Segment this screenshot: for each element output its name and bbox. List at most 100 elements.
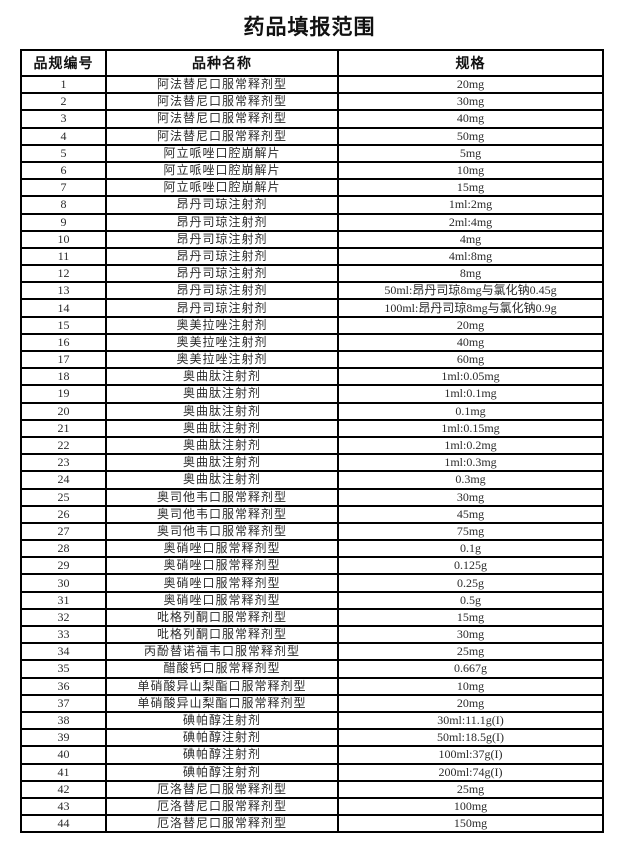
table-row: 36 单硝酸异山梨酯口服常释剂型 10mg xyxy=(20,676,604,696)
cell-specification: 45mg xyxy=(337,504,604,524)
cell-specification: 75mg xyxy=(337,521,604,542)
cell-spec-number: 44 xyxy=(20,814,107,834)
table-row: 18 奥曲肽注射剂 1ml:0.05mg xyxy=(20,367,604,387)
cell-specification: 0.3mg xyxy=(337,470,604,490)
table-row: 16 奥美拉唑注射剂 40mg xyxy=(20,332,604,353)
cell-variety-name: 阿法替尼口服常释剂型 xyxy=(105,92,339,112)
cell-variety-name: 奥曲肽注射剂 xyxy=(105,418,339,438)
cell-spec-number: 28 xyxy=(20,539,107,559)
table-body: 1 阿法替尼口服常释剂型 20mg 2 阿法替尼口服常释剂型 30mg 3 阿法替尼口服常释剂… xyxy=(20,74,604,834)
cell-spec-number: 31 xyxy=(20,590,107,610)
table-row: 4 阿法替尼口服常释剂型 50mg xyxy=(20,126,604,146)
cell-spec-number: 18 xyxy=(20,367,107,387)
table-row: 34 丙酚替诺福韦口服常释剂型 25mg xyxy=(20,642,604,662)
table-row: 9 昂丹司琼注射剂 2ml:4mg xyxy=(20,212,604,232)
cell-variety-name: 阿立哌唑口腔崩解片 xyxy=(105,160,339,181)
cell-variety-name: 单硝酸异山梨酯口服常释剂型 xyxy=(105,693,339,713)
table-row: 31 奥硝唑口服常释剂型 0.5g xyxy=(20,590,604,610)
cell-specification: 2ml:4mg xyxy=(337,212,604,232)
cell-specification: 50mg xyxy=(337,126,604,146)
table-row: 44 厄洛替尼口服常释剂型 150mg xyxy=(20,814,604,834)
table-row: 8 昂丹司琼注射剂 1ml:2mg xyxy=(20,195,604,215)
cell-specification: 200ml:74g(I) xyxy=(337,762,604,782)
cell-spec-number: 30 xyxy=(20,573,107,593)
cell-variety-name: 昂丹司琼注射剂 xyxy=(105,281,339,301)
cell-specification: 1ml:0.15mg xyxy=(337,418,604,438)
table-row: 32 吡格列酮口服常释剂型 15mg xyxy=(20,607,604,628)
cell-spec-number: 11 xyxy=(20,246,107,267)
cell-specification: 30mg xyxy=(337,92,604,112)
cell-specification: 15mg xyxy=(337,607,604,628)
cell-specification: 5mg xyxy=(337,143,604,163)
cell-spec-number: 22 xyxy=(20,435,107,456)
cell-spec-number: 3 xyxy=(20,109,107,129)
cell-spec-number: 43 xyxy=(20,796,107,817)
table-row: 28 奥硝唑口服常释剂型 0.1g xyxy=(20,539,604,559)
cell-spec-number: 38 xyxy=(20,710,107,731)
cell-spec-number: 8 xyxy=(20,195,107,215)
cell-variety-name: 阿法替尼口服常释剂型 xyxy=(105,109,339,129)
cell-specification: 40mg xyxy=(337,332,604,353)
cell-variety-name: 奥曲肽注射剂 xyxy=(105,470,339,490)
table-row: 26 奥司他韦口服常释剂型 45mg xyxy=(20,504,604,524)
cell-specification: 4mg xyxy=(337,229,604,249)
cell-specification: 0.1mg xyxy=(337,401,604,421)
cell-variety-name: 昂丹司琼注射剂 xyxy=(105,246,339,267)
cell-spec-number: 12 xyxy=(20,264,107,284)
cell-variety-name: 阿立哌唑口腔崩解片 xyxy=(105,143,339,163)
cell-spec-number: 23 xyxy=(20,453,107,473)
cell-variety-name: 碘帕醇注射剂 xyxy=(105,728,339,748)
cell-variety-name: 醋酸钙口服常释剂型 xyxy=(105,659,339,679)
table-row: 42 厄洛替尼口服常释剂型 25mg xyxy=(20,779,604,799)
cell-spec-number: 21 xyxy=(20,418,107,438)
cell-variety-name: 奥美拉唑注射剂 xyxy=(105,315,339,335)
cell-specification: 0.1g xyxy=(337,539,604,559)
cell-specification: 150mg xyxy=(337,814,604,834)
cell-specification: 15mg xyxy=(337,178,604,198)
cell-spec-number: 6 xyxy=(20,160,107,181)
cell-specification: 0.667g xyxy=(337,659,604,679)
cell-spec-number: 41 xyxy=(20,762,107,782)
table-row: 41 碘帕醇注射剂 200ml:74g(I) xyxy=(20,762,604,782)
cell-spec-number: 32 xyxy=(20,607,107,628)
column-header-variety-name: 品种名称 xyxy=(105,49,339,77)
cell-specification: 8mg xyxy=(337,264,604,284)
cell-spec-number: 24 xyxy=(20,470,107,490)
table-row: 12 昂丹司琼注射剂 8mg xyxy=(20,264,604,284)
cell-specification: 10mg xyxy=(337,160,604,181)
table-row: 2 阿法替尼口服常释剂型 30mg xyxy=(20,92,604,112)
table-row: 27 奥司他韦口服常释剂型 75mg xyxy=(20,521,604,542)
cell-variety-name: 吡格列酮口服常释剂型 xyxy=(105,624,339,645)
cell-specification: 100mg xyxy=(337,796,604,817)
cell-variety-name: 阿法替尼口服常释剂型 xyxy=(105,126,339,146)
cell-variety-name: 奥美拉唑注射剂 xyxy=(105,349,339,370)
cell-spec-number: 37 xyxy=(20,693,107,713)
table-row: 1 阿法替尼口服常释剂型 20mg xyxy=(20,74,604,95)
cell-specification: 40mg xyxy=(337,109,604,129)
cell-spec-number: 4 xyxy=(20,126,107,146)
cell-variety-name: 厄洛替尼口服常释剂型 xyxy=(105,796,339,817)
cell-spec-number: 42 xyxy=(20,779,107,799)
table-row: 19 奥曲肽注射剂 1ml:0.1mg xyxy=(20,384,604,404)
cell-variety-name: 奥曲肽注射剂 xyxy=(105,435,339,456)
cell-variety-name: 昂丹司琼注射剂 xyxy=(105,229,339,249)
cell-spec-number: 39 xyxy=(20,728,107,748)
document-page: 药品填报范围 品规编号 品种名称 规格 1 阿法替尼口服常释剂型 20mg 2 阿法替尼… xyxy=(0,14,619,866)
cell-specification: 60mg xyxy=(337,349,604,370)
cell-specification: 25mg xyxy=(337,779,604,799)
drug-spec-table: 品规编号 品种名称 规格 1 阿法替尼口服常释剂型 20mg 2 阿法替尼口服常释剂型 3… xyxy=(20,49,604,834)
cell-variety-name: 丙酚替诺福韦口服常释剂型 xyxy=(105,642,339,662)
cell-spec-number: 34 xyxy=(20,642,107,662)
column-header-specification: 规格 xyxy=(337,49,604,77)
cell-specification: 10mg xyxy=(337,676,604,696)
cell-variety-name: 奥司他韦口服常释剂型 xyxy=(105,487,339,507)
cell-spec-number: 36 xyxy=(20,676,107,696)
cell-spec-number: 35 xyxy=(20,659,107,679)
cell-variety-name: 奥硝唑口服常释剂型 xyxy=(105,573,339,593)
table-row: 35 醋酸钙口服常释剂型 0.667g xyxy=(20,659,604,679)
cell-spec-number: 5 xyxy=(20,143,107,163)
table-row: 22 奥曲肽注射剂 1ml:0.2mg xyxy=(20,435,604,456)
cell-specification: 100ml:昂丹司琼8mg与氯化钠0.9g xyxy=(337,298,604,318)
cell-variety-name: 碘帕醇注射剂 xyxy=(105,745,339,765)
cell-spec-number: 2 xyxy=(20,92,107,112)
